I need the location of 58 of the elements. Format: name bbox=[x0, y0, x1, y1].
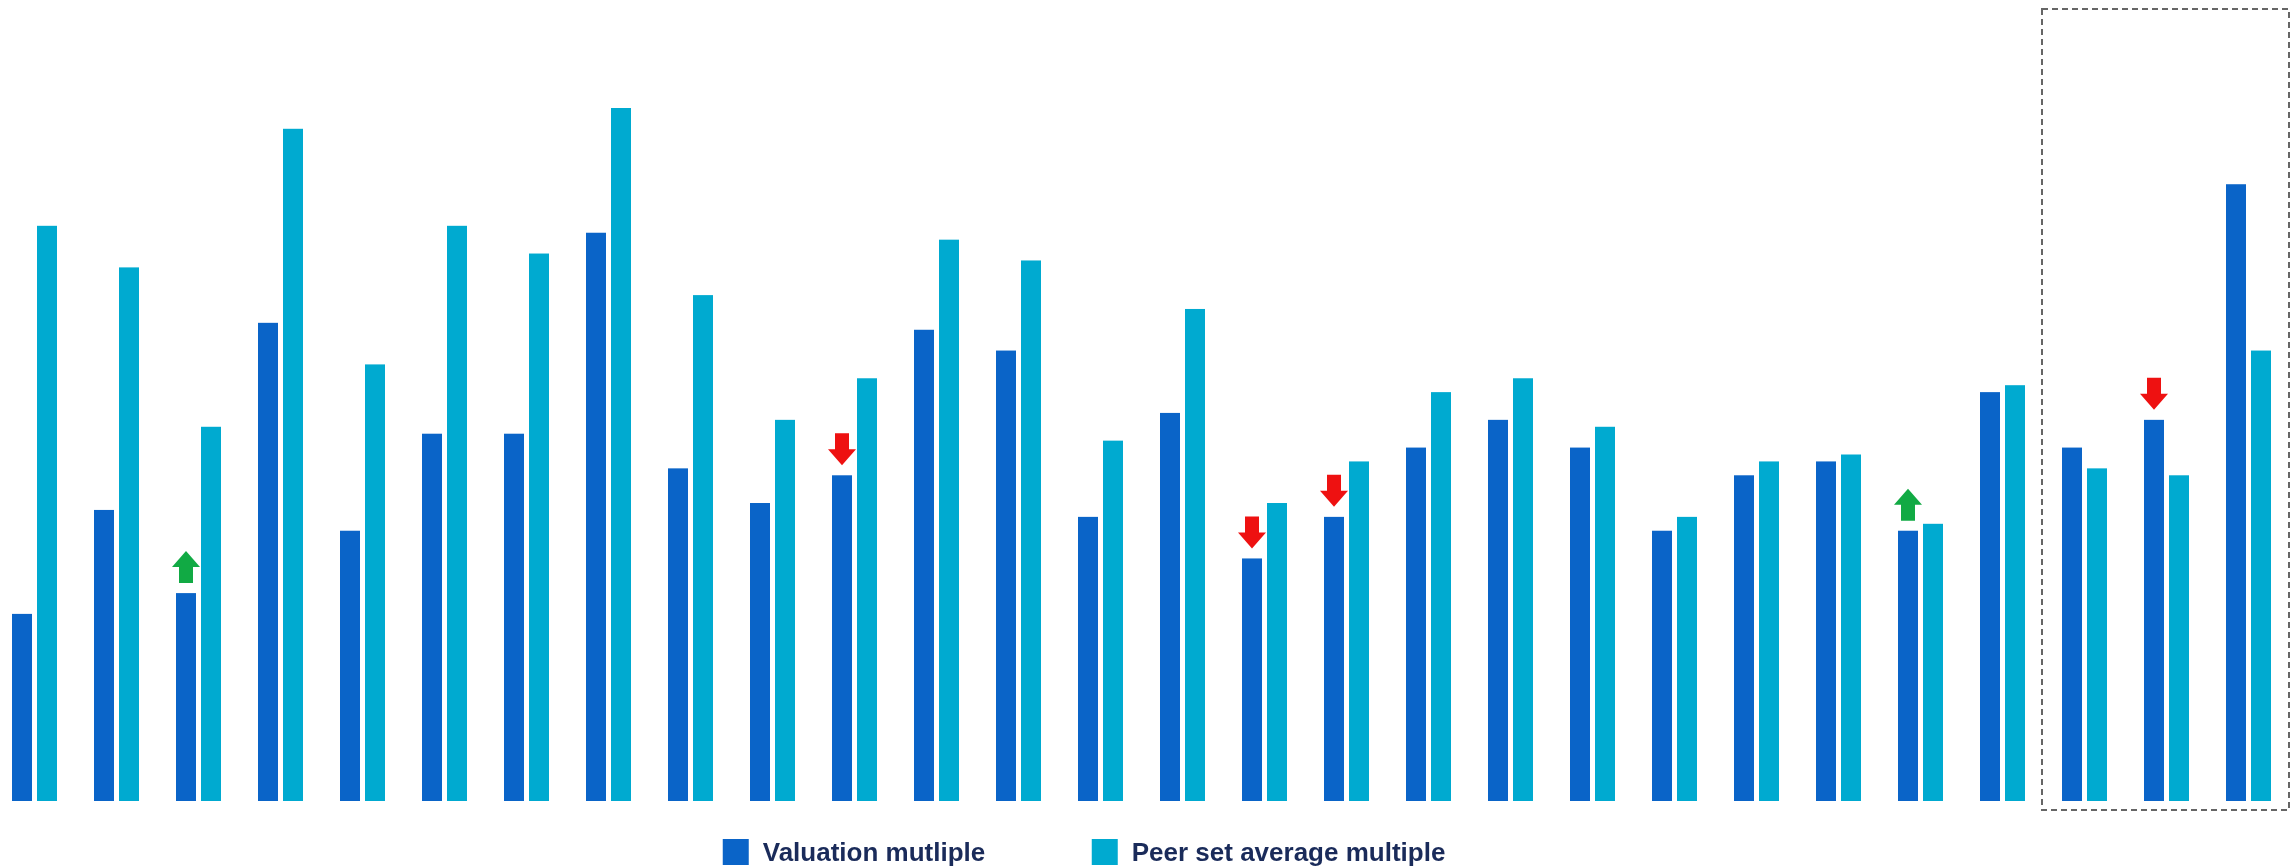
bar bbox=[914, 329, 934, 801]
bar bbox=[340, 530, 360, 801]
bar bbox=[1488, 419, 1508, 801]
bar bbox=[1595, 426, 1615, 801]
bar bbox=[529, 253, 549, 801]
bar bbox=[1759, 461, 1779, 801]
bar bbox=[611, 108, 631, 801]
bar bbox=[1078, 516, 1098, 801]
bar bbox=[1103, 440, 1123, 801]
bar bbox=[1513, 378, 1533, 801]
bar bbox=[1841, 454, 1861, 801]
bar bbox=[1349, 461, 1369, 801]
bar bbox=[2144, 419, 2164, 801]
bar bbox=[1431, 392, 1451, 801]
bar bbox=[775, 419, 795, 801]
bar bbox=[1923, 523, 1943, 801]
bar bbox=[832, 475, 852, 801]
bar bbox=[1267, 503, 1287, 801]
bar bbox=[365, 364, 385, 801]
bar bbox=[2062, 447, 2082, 801]
bar bbox=[2169, 475, 2189, 801]
bar bbox=[201, 426, 221, 801]
bar bbox=[504, 433, 524, 801]
bar bbox=[1816, 461, 1836, 801]
bar bbox=[2226, 184, 2246, 801]
bar bbox=[1677, 516, 1697, 801]
bar bbox=[2251, 350, 2271, 801]
legend-label: Peer set average multiple bbox=[1131, 837, 1446, 867]
bar bbox=[1734, 475, 1754, 801]
bar bbox=[2005, 385, 2025, 801]
bar bbox=[12, 613, 32, 801]
bar bbox=[1185, 308, 1205, 801]
bar bbox=[1242, 558, 1262, 801]
bar bbox=[857, 378, 877, 801]
bar bbox=[1898, 530, 1918, 801]
bar bbox=[1980, 392, 2000, 801]
bar bbox=[996, 350, 1016, 801]
bar bbox=[939, 239, 959, 801]
bar bbox=[176, 593, 196, 801]
bar bbox=[447, 225, 467, 801]
bar bbox=[1160, 412, 1180, 801]
legend-label: Valuation mutliple bbox=[762, 837, 986, 867]
bar bbox=[1406, 447, 1426, 801]
bar bbox=[37, 225, 57, 801]
bar bbox=[94, 509, 114, 801]
bar bbox=[1324, 516, 1344, 801]
bar bbox=[750, 503, 770, 801]
bar bbox=[668, 468, 688, 801]
bar bbox=[1652, 530, 1672, 801]
bar bbox=[1570, 447, 1590, 801]
bar bbox=[693, 295, 713, 801]
bar bbox=[422, 433, 442, 801]
bar bbox=[283, 128, 303, 801]
bar bbox=[586, 232, 606, 801]
bar bbox=[2087, 468, 2107, 801]
bar bbox=[1021, 260, 1041, 801]
bar bbox=[119, 267, 139, 801]
bar bbox=[258, 322, 278, 801]
